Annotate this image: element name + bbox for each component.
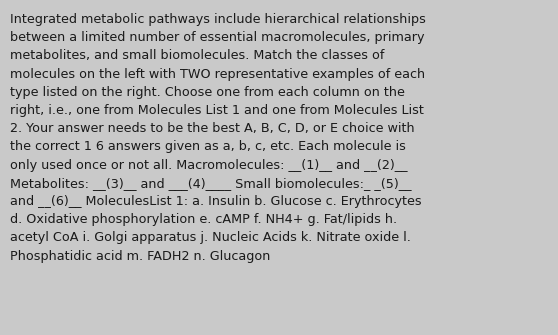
Text: Integrated metabolic pathways include hierarchical relationships
between a limit: Integrated metabolic pathways include hi… [10,13,426,263]
